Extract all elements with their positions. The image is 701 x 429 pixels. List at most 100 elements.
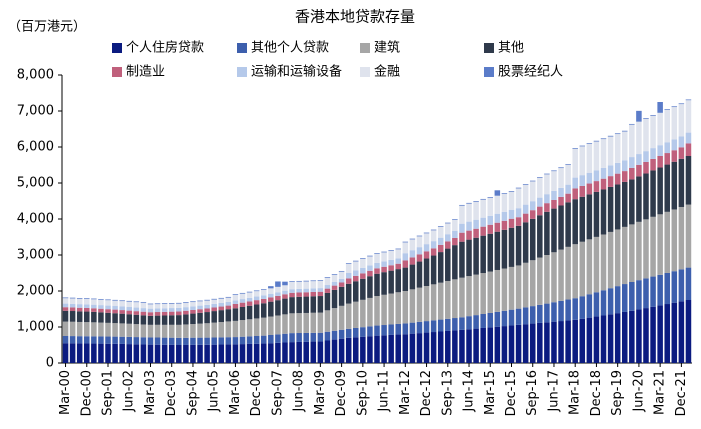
bar-segment [395,258,401,264]
bar-segment [636,309,642,363]
bar-segment [69,321,76,337]
bar-segment [253,304,260,319]
bar-segment [289,292,295,298]
bar-segment [190,337,196,345]
bar-segment [515,217,522,226]
bar-segment [360,299,366,328]
bar-segment [537,197,543,207]
bar-segment [381,261,387,267]
bar-segment [91,304,97,309]
bar-segment [324,277,331,278]
bar-segment [126,307,133,311]
bar-segment [515,324,522,363]
x-tick-label: Sep-01 [101,370,116,416]
bar-segment [126,336,133,345]
bar-segment [239,320,246,337]
bar-segment [345,328,352,338]
bar-segment [381,266,387,273]
bar-segment [537,206,543,216]
bar-segment [303,288,309,293]
x-tick-label: Mar-15 [483,370,498,415]
bar-segment [360,278,366,300]
bar-segment [551,199,557,209]
bar-segment [579,146,586,176]
bar-segment [437,244,444,253]
bar-segment [296,280,302,282]
bar-segment [501,229,508,269]
bar-segment [445,241,451,249]
bar-segment [105,312,111,323]
bar-segment [147,337,154,345]
bar-segment [225,321,232,338]
y-tick-label: 3,000 [17,248,54,263]
bar-segment [353,261,359,271]
bar-segment [154,337,161,345]
bar-segment [678,206,685,270]
bar-segment [558,249,564,301]
bar-segment [466,316,472,330]
bar-segment [353,301,359,328]
bar-segment [501,211,508,221]
bar-segment [537,322,543,363]
bar-segment [112,323,118,337]
bar-segment [593,191,600,237]
bar-segment [239,292,246,294]
bar-segment [650,115,656,149]
bar-segment [473,228,479,238]
bar-segment [183,314,189,325]
legend-label: 其他个人贷款 [251,41,329,56]
bar-segment [331,274,338,275]
bar-segment [607,186,614,232]
bar-segment [268,297,274,302]
bar-segment [685,132,692,144]
bar-segment [650,170,656,217]
bar-segment [275,286,281,293]
bar-segment [558,167,564,169]
bar-segment [360,267,366,274]
bar-segment [614,286,621,314]
bar-segment [473,274,479,316]
bar-segment [593,141,600,171]
bar-segment [579,196,586,242]
bar-segment [607,165,614,177]
bar-segment [168,344,175,363]
bar-segment [225,337,232,345]
bar-segment [84,307,90,312]
bar-segment [466,203,472,222]
bar-segment [367,326,373,337]
bar-segment [565,202,571,247]
bar-segment [310,312,317,333]
bar-segment [317,296,324,313]
bar-segment [551,302,557,322]
x-tick-label: Sep-04 [185,370,200,416]
bar-segment [480,235,486,274]
bar-segment [685,204,692,268]
bar-segment [239,336,246,345]
bar-segment [126,301,133,308]
bar-segment [310,280,317,282]
bar-segment [487,327,494,363]
bar-segment [246,343,253,363]
bar-segment [218,310,225,323]
bar-segment [515,208,522,218]
legend-swatch [360,67,370,77]
bar-segment [487,215,494,225]
bar-segment [253,290,260,292]
bar-segment [395,292,401,324]
legend-swatch [360,43,370,53]
bar-segment [593,181,600,192]
bar-segment [282,285,288,291]
bar-segment [494,311,501,327]
bar-segment [515,308,522,325]
bar-segment [367,255,373,257]
bar-segment [685,267,692,300]
bar-segment [260,298,267,304]
bar-segment [501,326,508,363]
bar-segment [522,184,529,205]
bar-segment [76,336,83,344]
bar-segment [459,223,465,233]
bar-segment [246,291,253,293]
bar-segment [154,344,161,363]
bar-segment [190,313,196,325]
bar-segment [161,303,168,309]
